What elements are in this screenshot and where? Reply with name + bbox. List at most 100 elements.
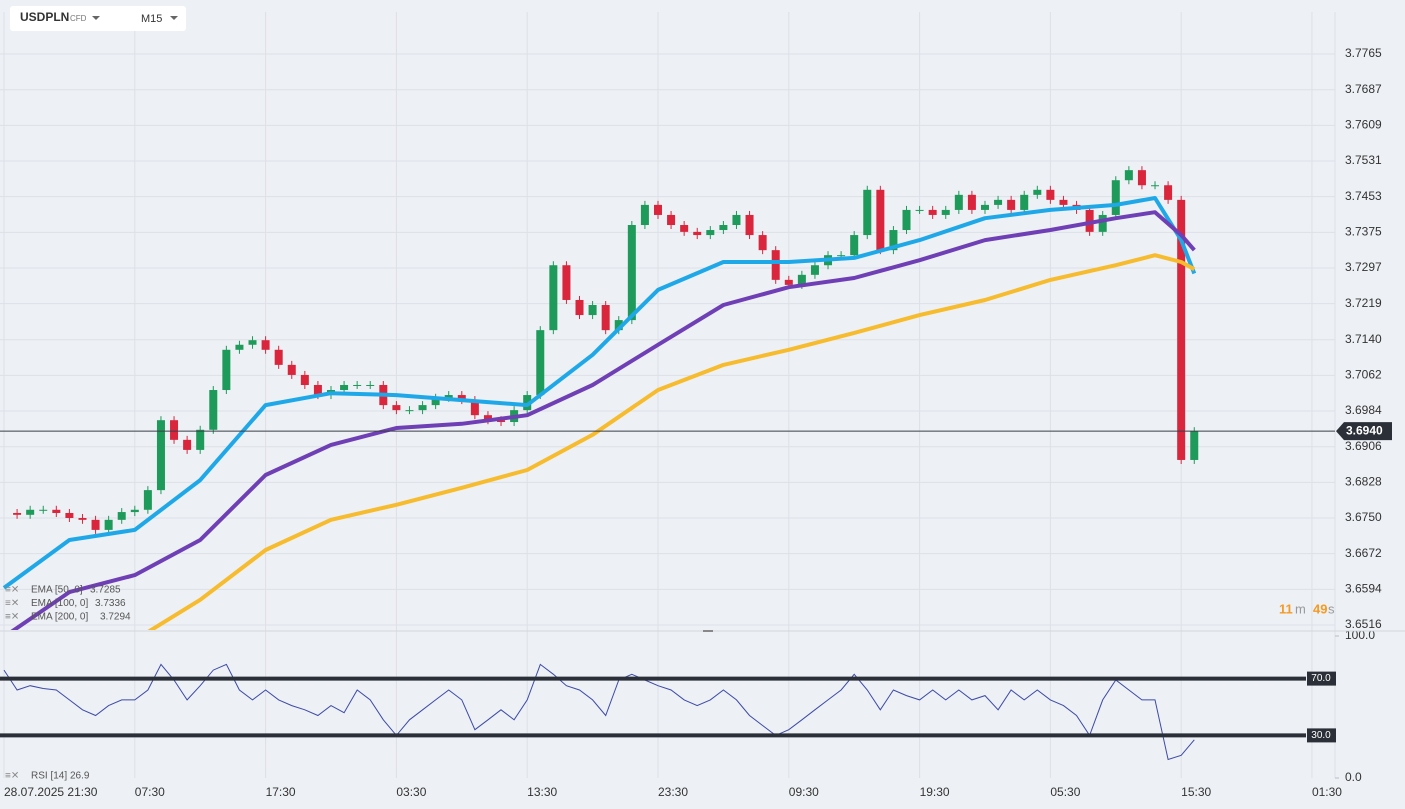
legend-value: 3.7294	[100, 612, 131, 623]
rsi-level-label: 30.0	[1311, 730, 1331, 741]
instrument: CFD	[70, 14, 87, 23]
candle-body	[170, 420, 179, 440]
candle-body	[1033, 189, 1042, 195]
legend-value: 3.7285	[90, 585, 121, 596]
candle-body	[313, 384, 322, 396]
candle-body	[1046, 189, 1055, 200]
candle-body	[405, 410, 414, 412]
x-tick-label: 09:30	[789, 785, 819, 799]
rsi-legend-name: RSI [14]	[31, 771, 67, 782]
candle-body	[980, 204, 989, 210]
candle-body	[52, 509, 61, 513]
candle-body	[693, 231, 702, 236]
candle-body	[810, 265, 819, 275]
candle-body	[483, 415, 492, 421]
candle-body	[1137, 170, 1146, 186]
legend-value: 3.7336	[95, 598, 126, 609]
legend-name: EMA [100, 0]	[31, 598, 88, 609]
candle-body	[941, 209, 950, 215]
x-tick-label: 01:30	[1312, 785, 1342, 799]
legend-name: EMA [50, 0]	[31, 585, 83, 596]
candle-body	[26, 509, 35, 515]
candle-body	[65, 512, 74, 519]
candle-body	[130, 509, 139, 513]
countdown-seconds-unit: s	[1328, 601, 1335, 616]
candle-body	[497, 420, 506, 423]
candle-body	[248, 340, 257, 345]
candle-body	[667, 214, 676, 226]
candle-body	[627, 225, 636, 321]
candle-body	[680, 225, 689, 232]
candle-body	[222, 349, 231, 391]
candle-body	[143, 490, 152, 510]
candle-body	[156, 420, 165, 491]
candle-body	[1151, 185, 1160, 187]
rsi-level-label: 70.0	[1311, 673, 1331, 684]
candle-body	[261, 340, 270, 350]
ema-line	[147, 253, 1196, 630]
candle-body	[614, 320, 623, 331]
ema-line	[10, 210, 1196, 630]
x-tick-label: 03:30	[396, 785, 426, 799]
y-tick-label: 3.6672	[1345, 546, 1382, 560]
x-tick-label: 13:30	[527, 785, 557, 799]
candle-body	[470, 400, 479, 416]
candle-body	[366, 384, 375, 386]
candle-body	[183, 439, 192, 450]
candle-body	[797, 274, 806, 285]
rsi-tick-label: 0.0	[1345, 770, 1362, 784]
dropdown-arrow	[92, 16, 100, 20]
candle-body	[418, 405, 427, 411]
candle-body	[902, 209, 911, 231]
candle-body	[1164, 185, 1173, 200]
symbol: USDPLN	[20, 10, 69, 24]
candle-body	[915, 209, 924, 211]
candle-body	[235, 344, 244, 350]
candle-body	[876, 189, 885, 251]
candle-body	[732, 214, 741, 226]
rsi-legend-value: 26.9	[70, 771, 90, 782]
x-tick-label: 23:30	[658, 785, 688, 799]
x-tick-label: 15:30	[1181, 785, 1211, 799]
candle-body	[719, 225, 728, 231]
candle-body	[1020, 194, 1029, 210]
candle-body	[745, 214, 754, 236]
legend-icon: ≡✕	[5, 612, 19, 623]
candle-body	[889, 230, 898, 251]
y-tick-label: 3.6984	[1345, 403, 1382, 417]
candle-body	[274, 349, 283, 365]
rsi-level-badge	[1307, 671, 1336, 686]
x-tick-label: 28.07.2025 21:30	[4, 785, 98, 799]
rsi-level-badge	[1307, 728, 1336, 743]
price-badge	[1336, 422, 1392, 441]
candle-body	[1098, 214, 1107, 232]
candle-body	[287, 364, 296, 375]
candle-body	[863, 189, 872, 236]
candle-body	[104, 519, 113, 530]
countdown-minutes-unit: m	[1295, 601, 1306, 616]
candle-body	[1059, 199, 1068, 205]
y-tick-label: 3.6906	[1345, 439, 1382, 453]
y-tick-label: 3.7609	[1345, 118, 1382, 132]
candle-body	[771, 250, 780, 280]
price-badge-label: 3.6940	[1346, 423, 1383, 437]
y-tick-label: 3.7453	[1345, 189, 1382, 203]
candle-body	[994, 199, 1003, 205]
rsi-tick-label: 100.0	[1345, 628, 1375, 642]
candle-body	[78, 518, 87, 520]
countdown-minutes: 11	[1279, 601, 1293, 616]
candle-body	[91, 519, 100, 530]
symbol-box[interactable]: USDPLN CFD M15	[10, 6, 186, 31]
y-tick-label: 3.7297	[1345, 260, 1382, 274]
candle-body	[196, 429, 205, 450]
x-tick-label: 05:30	[1050, 785, 1080, 799]
y-tick-label: 3.7062	[1345, 368, 1382, 382]
legend-icon: ≡✕	[5, 771, 19, 782]
countdown-seconds: 49	[1313, 601, 1327, 616]
y-tick-label: 3.6516	[1345, 617, 1382, 631]
candle-body	[13, 512, 22, 515]
y-tick-label: 3.7375	[1345, 224, 1382, 238]
candle-body	[536, 330, 545, 396]
candle-body	[640, 204, 649, 226]
